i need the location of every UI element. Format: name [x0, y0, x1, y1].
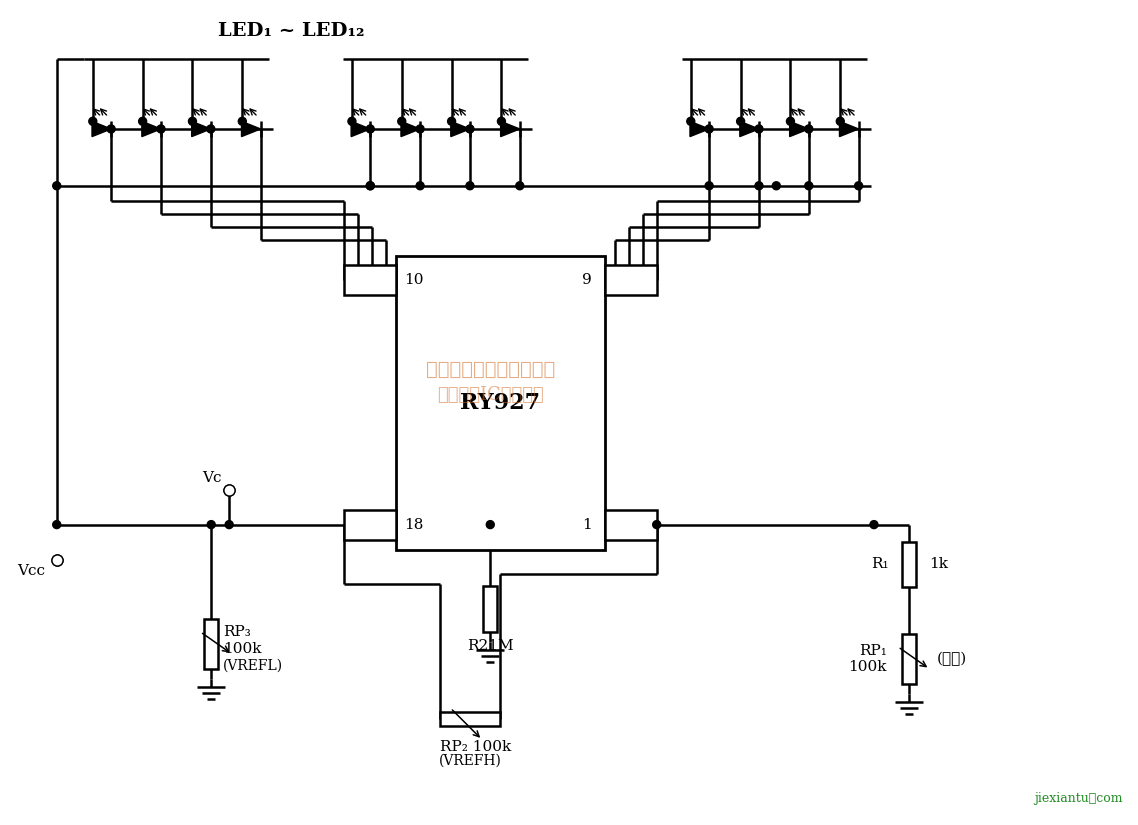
- Text: 1k: 1k: [929, 558, 948, 572]
- Circle shape: [366, 125, 374, 133]
- Circle shape: [398, 117, 406, 125]
- Circle shape: [465, 182, 473, 190]
- Text: RP₃: RP₃: [223, 625, 250, 639]
- Polygon shape: [142, 121, 160, 137]
- Text: 9: 9: [582, 273, 592, 287]
- Text: 全球最大IC采购网站: 全球最大IC采购网站: [437, 386, 544, 404]
- Text: 10: 10: [404, 273, 423, 287]
- Circle shape: [706, 182, 714, 190]
- Polygon shape: [451, 121, 470, 137]
- Text: (VREFL): (VREFL): [223, 659, 283, 673]
- Text: R21M: R21M: [467, 639, 513, 653]
- Circle shape: [805, 125, 813, 133]
- Polygon shape: [352, 121, 370, 137]
- Circle shape: [238, 117, 246, 125]
- Circle shape: [754, 125, 762, 133]
- Circle shape: [139, 117, 147, 125]
- Circle shape: [366, 182, 374, 190]
- Bar: [605, 510, 657, 540]
- Polygon shape: [401, 121, 420, 137]
- Polygon shape: [790, 121, 809, 137]
- Circle shape: [52, 182, 60, 190]
- Bar: [484, 587, 497, 632]
- Text: Vc: Vc: [201, 471, 221, 485]
- Circle shape: [157, 125, 165, 133]
- Text: 杭州缝府电子市场网公司: 杭州缝府电子市场网公司: [426, 361, 555, 380]
- Text: 100k: 100k: [223, 642, 262, 656]
- Bar: [902, 541, 916, 587]
- Circle shape: [207, 521, 215, 529]
- Text: Vcc: Vcc: [17, 564, 44, 578]
- Circle shape: [225, 521, 233, 529]
- Circle shape: [189, 117, 197, 125]
- Bar: [344, 510, 396, 540]
- Circle shape: [773, 182, 781, 190]
- Bar: [605, 266, 657, 295]
- Text: 1: 1: [582, 517, 592, 531]
- Circle shape: [687, 117, 695, 125]
- Circle shape: [417, 125, 424, 133]
- Text: RY927: RY927: [460, 392, 541, 413]
- Text: LED₁ ~ LED₁₂: LED₁ ~ LED₁₂: [217, 22, 364, 40]
- Circle shape: [786, 117, 794, 125]
- Polygon shape: [840, 121, 859, 137]
- Text: R₁: R₁: [872, 558, 889, 572]
- Polygon shape: [501, 121, 520, 137]
- Circle shape: [465, 125, 473, 133]
- Text: RP₁: RP₁: [859, 644, 887, 658]
- Text: (亮度): (亮度): [937, 652, 967, 667]
- Circle shape: [516, 182, 523, 190]
- Polygon shape: [191, 121, 211, 137]
- Text: jiexiantu．com: jiexiantu．com: [1034, 792, 1122, 805]
- Circle shape: [366, 182, 374, 190]
- Circle shape: [754, 182, 762, 190]
- Text: RP₂ 100k: RP₂ 100k: [439, 740, 511, 754]
- Circle shape: [497, 117, 505, 125]
- Bar: [204, 620, 218, 669]
- Circle shape: [653, 521, 661, 529]
- Circle shape: [855, 182, 863, 190]
- Text: (VREFH): (VREFH): [439, 754, 502, 768]
- Circle shape: [486, 521, 494, 529]
- Circle shape: [736, 117, 744, 125]
- Bar: [440, 712, 501, 726]
- Text: 100k: 100k: [849, 660, 887, 674]
- Polygon shape: [740, 121, 759, 137]
- Bar: [396, 256, 605, 549]
- Polygon shape: [241, 121, 261, 137]
- Circle shape: [447, 117, 455, 125]
- Bar: [344, 266, 396, 295]
- Text: 18: 18: [404, 517, 423, 531]
- Circle shape: [706, 125, 714, 133]
- Circle shape: [805, 182, 813, 190]
- Circle shape: [89, 117, 97, 125]
- Circle shape: [52, 521, 60, 529]
- Circle shape: [869, 521, 877, 529]
- Polygon shape: [92, 121, 112, 137]
- Circle shape: [207, 125, 215, 133]
- Circle shape: [348, 117, 356, 125]
- Polygon shape: [690, 121, 709, 137]
- Bar: [902, 634, 916, 684]
- Circle shape: [107, 125, 115, 133]
- Circle shape: [417, 182, 424, 190]
- Circle shape: [836, 117, 844, 125]
